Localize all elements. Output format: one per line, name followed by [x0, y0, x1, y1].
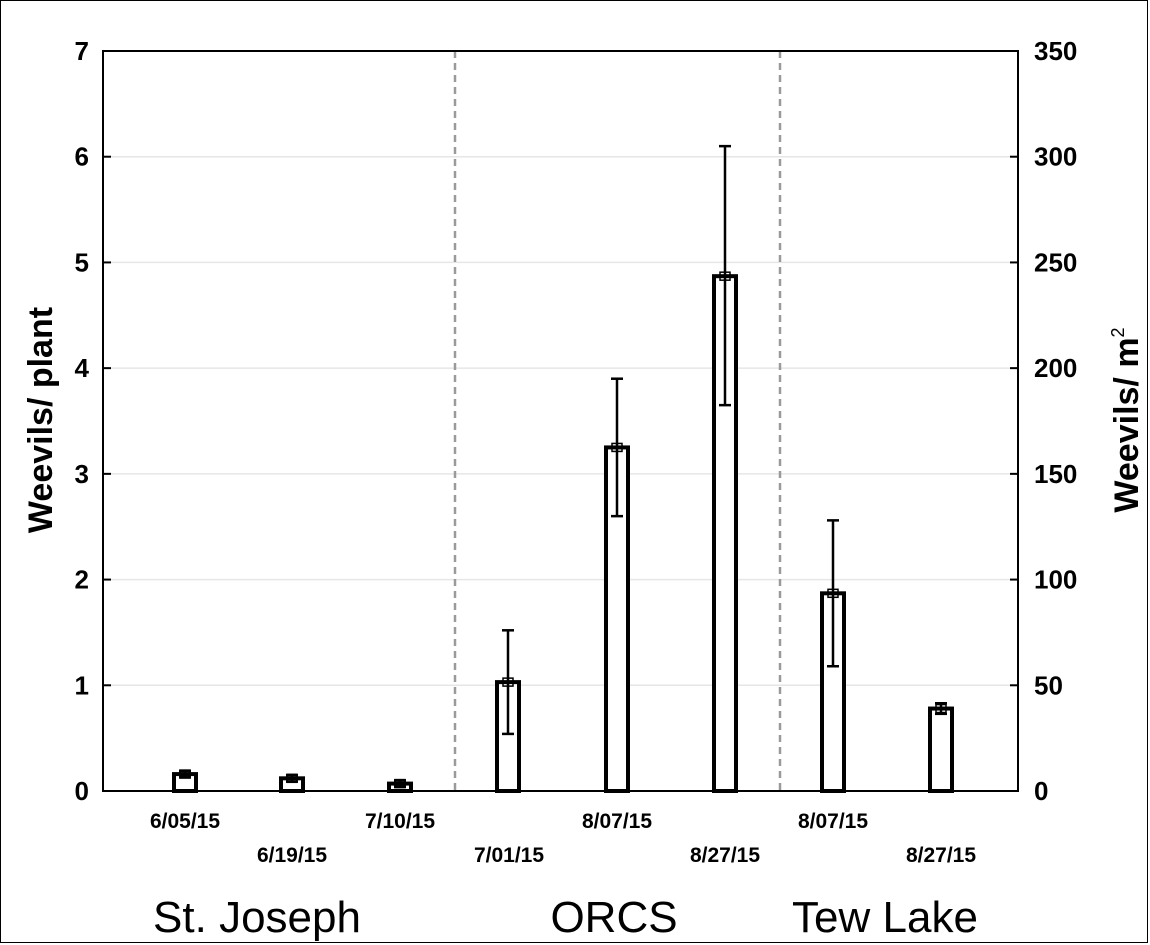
category-labels: 6/05/15 6/19/15 7/10/15 7/01/15 8/07/15 8/27/… [150, 810, 976, 867]
y-axis-label: Weevils/ plant [22, 307, 60, 533]
mean-marker [286, 773, 298, 784]
left-tick-label: 4 [75, 353, 90, 383]
category-label: 6/05/15 [150, 810, 220, 833]
category-label: 7/10/15 [365, 810, 435, 833]
category-label: 8/27/15 [690, 844, 760, 867]
group-labels: St. Joseph ORCS Tew Lake [153, 893, 978, 942]
right-tick-label: 50 [1034, 670, 1063, 700]
group-separators [453, 51, 782, 791]
left-tick-label: 1 [75, 670, 89, 700]
right-tick-label: 0 [1034, 776, 1048, 806]
mean-marker [502, 677, 514, 687]
error-bars [179, 144, 947, 789]
right-tick-label: 150 [1034, 459, 1077, 489]
gridlines [103, 155, 1018, 687]
plot-area-border [102, 50, 1019, 792]
group-label: St. Joseph [153, 893, 361, 942]
left-tick-label: 7 [75, 36, 89, 66]
group-label: Tew Lake [792, 893, 978, 942]
left-tick-label: 6 [75, 142, 89, 172]
right-tick-label: 350 [1034, 36, 1077, 66]
right-tick-label: 100 [1034, 565, 1077, 595]
category-label: 8/07/15 [582, 810, 652, 833]
category-label: 6/19/15 [257, 844, 327, 867]
mean-marker [394, 778, 406, 789]
left-tick-label: 3 [75, 459, 89, 489]
group-label: ORCS [550, 893, 677, 942]
mean-marker [179, 769, 191, 779]
y2-axis-label: Weevils/ m2 [1108, 327, 1146, 512]
left-tick-label: 5 [75, 247, 89, 277]
left-tick-label: 0 [75, 776, 89, 806]
mean-marker [611, 442, 623, 453]
mean-marker [935, 703, 947, 714]
right-tick-label: 250 [1034, 247, 1077, 277]
left-axis-ticks: 0 1 2 3 4 5 6 7 [75, 36, 111, 806]
category-label: 7/01/15 [474, 844, 544, 867]
right-axis-ticks: 0 50 100 150 200 250 300 350 [1010, 36, 1077, 806]
bar [928, 706, 954, 793]
mean-marker [827, 588, 839, 599]
left-tick-label: 2 [75, 565, 89, 595]
category-label: 8/07/15 [798, 810, 868, 833]
category-label: 8/27/15 [906, 844, 976, 867]
right-tick-label: 300 [1034, 142, 1077, 172]
mean-marker [719, 271, 731, 281]
right-tick-label: 200 [1034, 353, 1077, 383]
bars [172, 274, 954, 793]
y2-axis-label-superscript: 2 [1108, 327, 1128, 337]
y2-axis-label-text: Weevils/ m [1108, 337, 1146, 512]
